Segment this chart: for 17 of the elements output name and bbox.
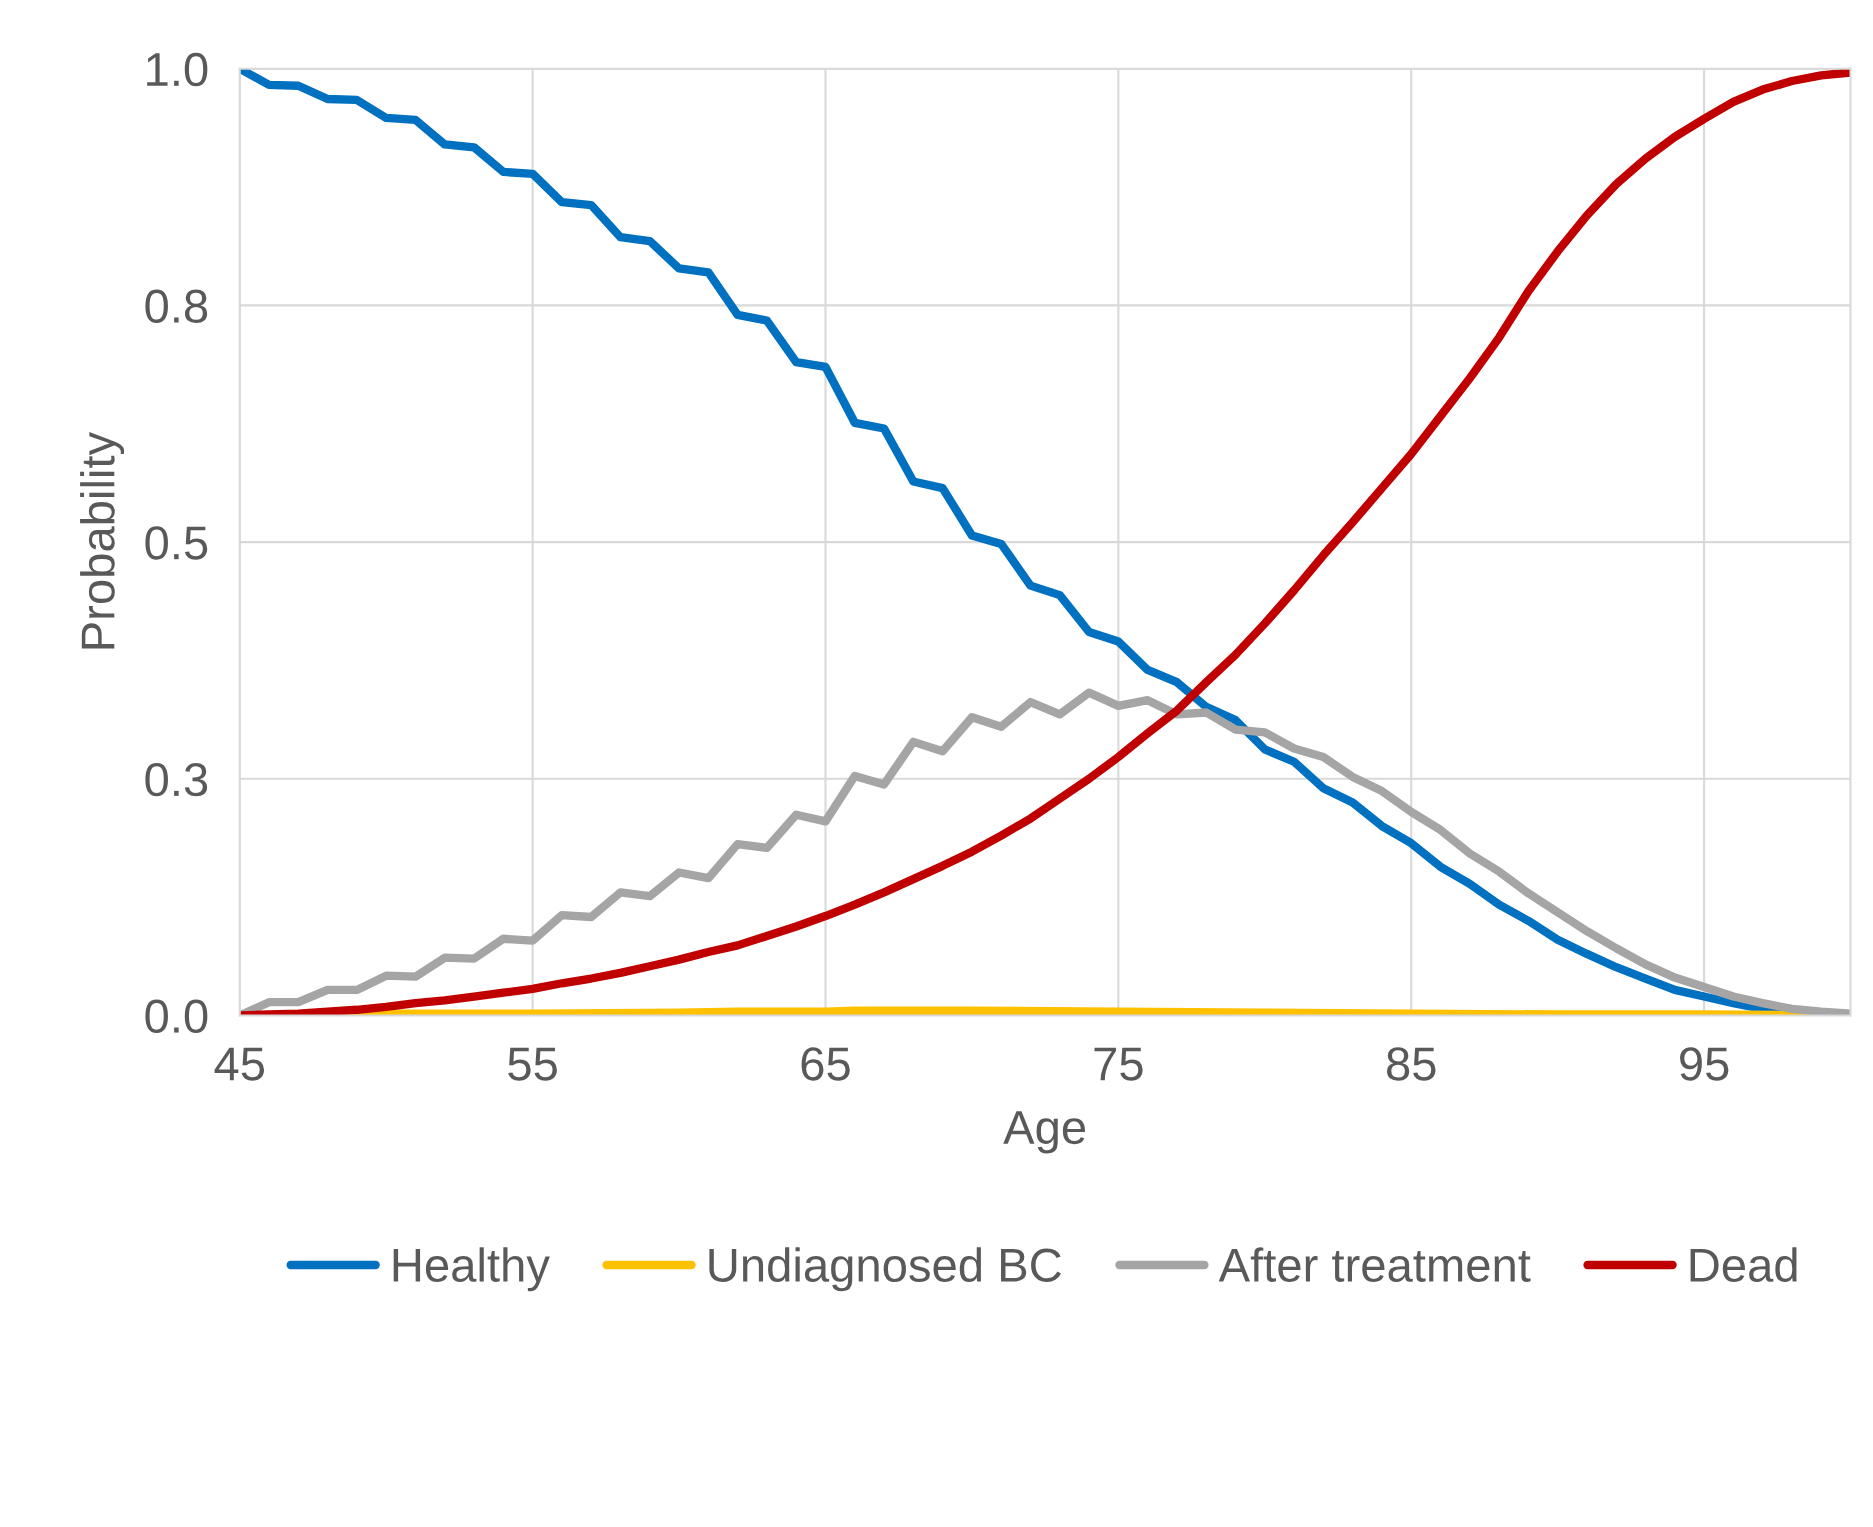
- y-axis-title: Probability: [80, 431, 125, 649]
- legend-label: Dead: [1690, 1247, 1797, 1282]
- y-tick-label: 0.8: [145, 289, 208, 323]
- x-tick-label: 75: [1094, 1047, 1143, 1081]
- y-tick-label: 0.0: [145, 999, 208, 1034]
- x-tick-label: 85: [1387, 1047, 1436, 1081]
- x-tick-label: 55: [508, 1047, 557, 1081]
- legend-label: After treatment: [1218, 1247, 1531, 1282]
- x-tick-label: 45: [214, 1047, 265, 1081]
- x-tick-label: 65: [801, 1047, 850, 1081]
- x-axis-title: Age: [1003, 1111, 1086, 1154]
- legend-label: Undiagnosed BC: [709, 1247, 1061, 1292]
- legend-label: Healthy: [393, 1247, 550, 1292]
- x-tick-label: 95: [1680, 1047, 1729, 1081]
- y-tick-label: 0.5: [145, 526, 208, 560]
- y-tick-label: 0.3: [145, 762, 208, 797]
- y-tick-label: 1.0: [147, 52, 208, 87]
